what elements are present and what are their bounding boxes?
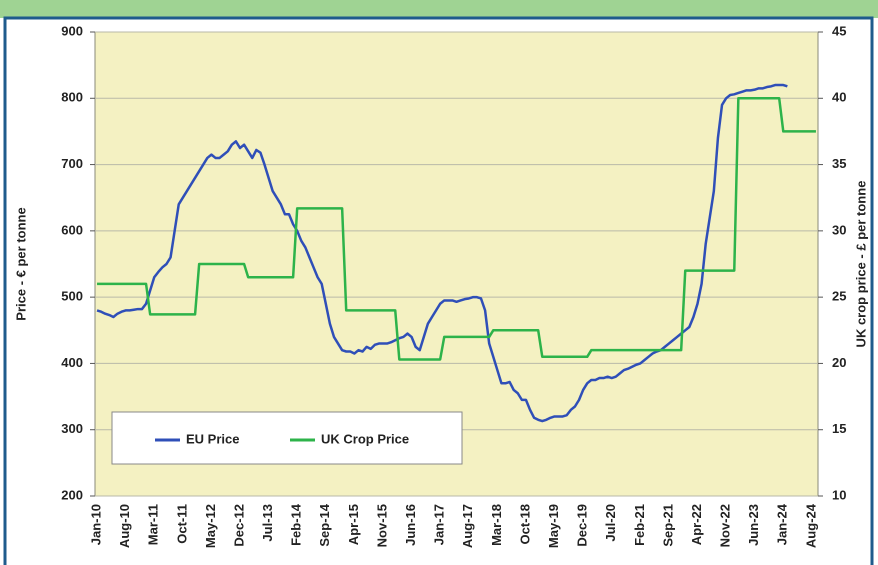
series-line [96,83,788,423]
y-tick-label: 300 [61,421,83,436]
x-tick-label: Mar-11 [146,504,161,545]
x-tick-label: Sep-21 [660,504,675,547]
x-tick-label: Feb-14 [289,503,304,546]
x-tick-label: Dec-12 [231,504,246,547]
y2-tick-label: 30 [832,222,846,237]
x-tick-label: Mar-18 [489,504,504,546]
legend-label: UK Crop Price [321,431,409,446]
series-line [97,97,816,361]
legend: EU Price UK Crop Price [111,411,463,465]
y-tick-label: 400 [61,355,83,370]
y-tick-label: 800 [61,90,83,105]
x-tick-label: Nov-15 [374,504,389,547]
x-tick-label: Apr-15 [346,504,361,545]
y-tick-label: 900 [61,23,83,38]
x-tick-label: Feb-21 [632,504,647,546]
legend-label: EU Price [186,431,239,446]
x-tick-label: Apr-22 [689,504,704,545]
y-tick-label: 600 [61,222,83,237]
x-tick-label: Jan-17 [432,504,447,545]
y2-tick-label: 15 [832,421,846,436]
y-tick-label: 200 [61,487,83,502]
y2-tick-label: 20 [832,355,846,370]
y2-tick-label: 10 [832,487,846,502]
x-tick-label: Jan-24 [775,503,790,545]
x-tick-label: Jul-20 [603,504,618,542]
x-tick-label: Jul-13 [260,504,275,542]
y-tick-label: 700 [61,156,83,171]
x-tick-label: Dec-19 [575,504,590,547]
x-tick-label: May-12 [203,504,218,548]
legend-box [111,411,463,465]
y2-tick-label: 45 [832,23,846,38]
x-tick-label: Sep-14 [317,503,332,546]
x-tick-label: Oct-11 [174,504,189,544]
header-band [0,0,878,18]
x-tick-label: Aug-24 [803,503,818,548]
x-tick-label: Aug-17 [460,504,475,548]
x-tick-label: May-19 [546,504,561,548]
x-tick-label: Nov-22 [718,504,733,547]
x-tick-label: Oct-18 [517,504,532,544]
x-tick-label: Jan-10 [88,504,103,545]
y2-tick-label: 35 [832,156,846,171]
x-tick-label: Aug-10 [117,504,132,548]
x-tick-label: Jun-23 [746,504,761,546]
y-tick-label: 500 [61,289,83,304]
y-axis-title: Price - € per tonne [13,207,28,320]
y2-tick-label: 25 [832,289,846,304]
y2-axis-title: UK crop price - £ per tonne [853,181,868,348]
x-tick-label: Jun-16 [403,504,418,546]
y2-tick-label: 40 [832,90,846,105]
